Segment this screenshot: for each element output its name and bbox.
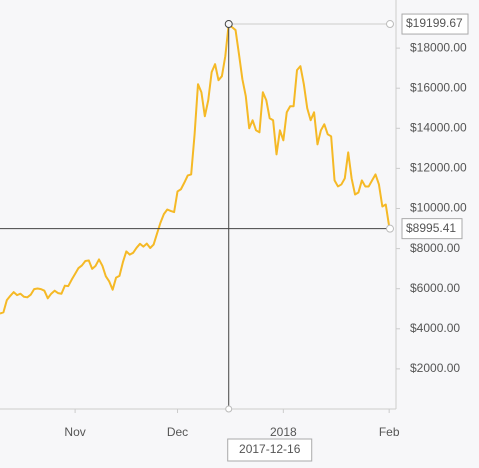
y-tick-label: $16000.00 <box>410 80 467 94</box>
y-tick-label: $8000.00 <box>410 241 460 255</box>
peak-label: $19199.67 <box>406 16 463 30</box>
crosshair-date-label: 2017-12-16 <box>239 442 301 456</box>
peak-marker <box>224 20 233 29</box>
x-tick-label: 2018 <box>270 425 297 439</box>
crosshair-bottom-marker <box>225 405 233 413</box>
x-tick-label: Feb <box>379 425 400 439</box>
crosshair-value-box <box>401 218 463 240</box>
x-tick-label: Dec <box>167 425 188 439</box>
y-tick-label: $4000.00 <box>410 321 460 335</box>
peak-label-box <box>401 13 469 35</box>
y-tick-label: $12000.00 <box>410 161 467 175</box>
y-tick-label: $2000.00 <box>410 361 460 375</box>
peak-axis-marker <box>386 20 394 29</box>
crosshair-value-label: $8995.41 <box>406 221 456 235</box>
crosshair-date-box <box>227 438 313 462</box>
y-tick-label: $14000.00 <box>410 120 467 134</box>
crosshair-axis-marker <box>386 224 394 233</box>
y-tick-label: $6000.00 <box>410 281 460 295</box>
price-line <box>0 23 394 315</box>
y-tick-label: $18000.00 <box>410 40 467 54</box>
y-tick-label: $10000.00 <box>410 201 467 215</box>
x-tick-label: Nov <box>64 425 85 439</box>
